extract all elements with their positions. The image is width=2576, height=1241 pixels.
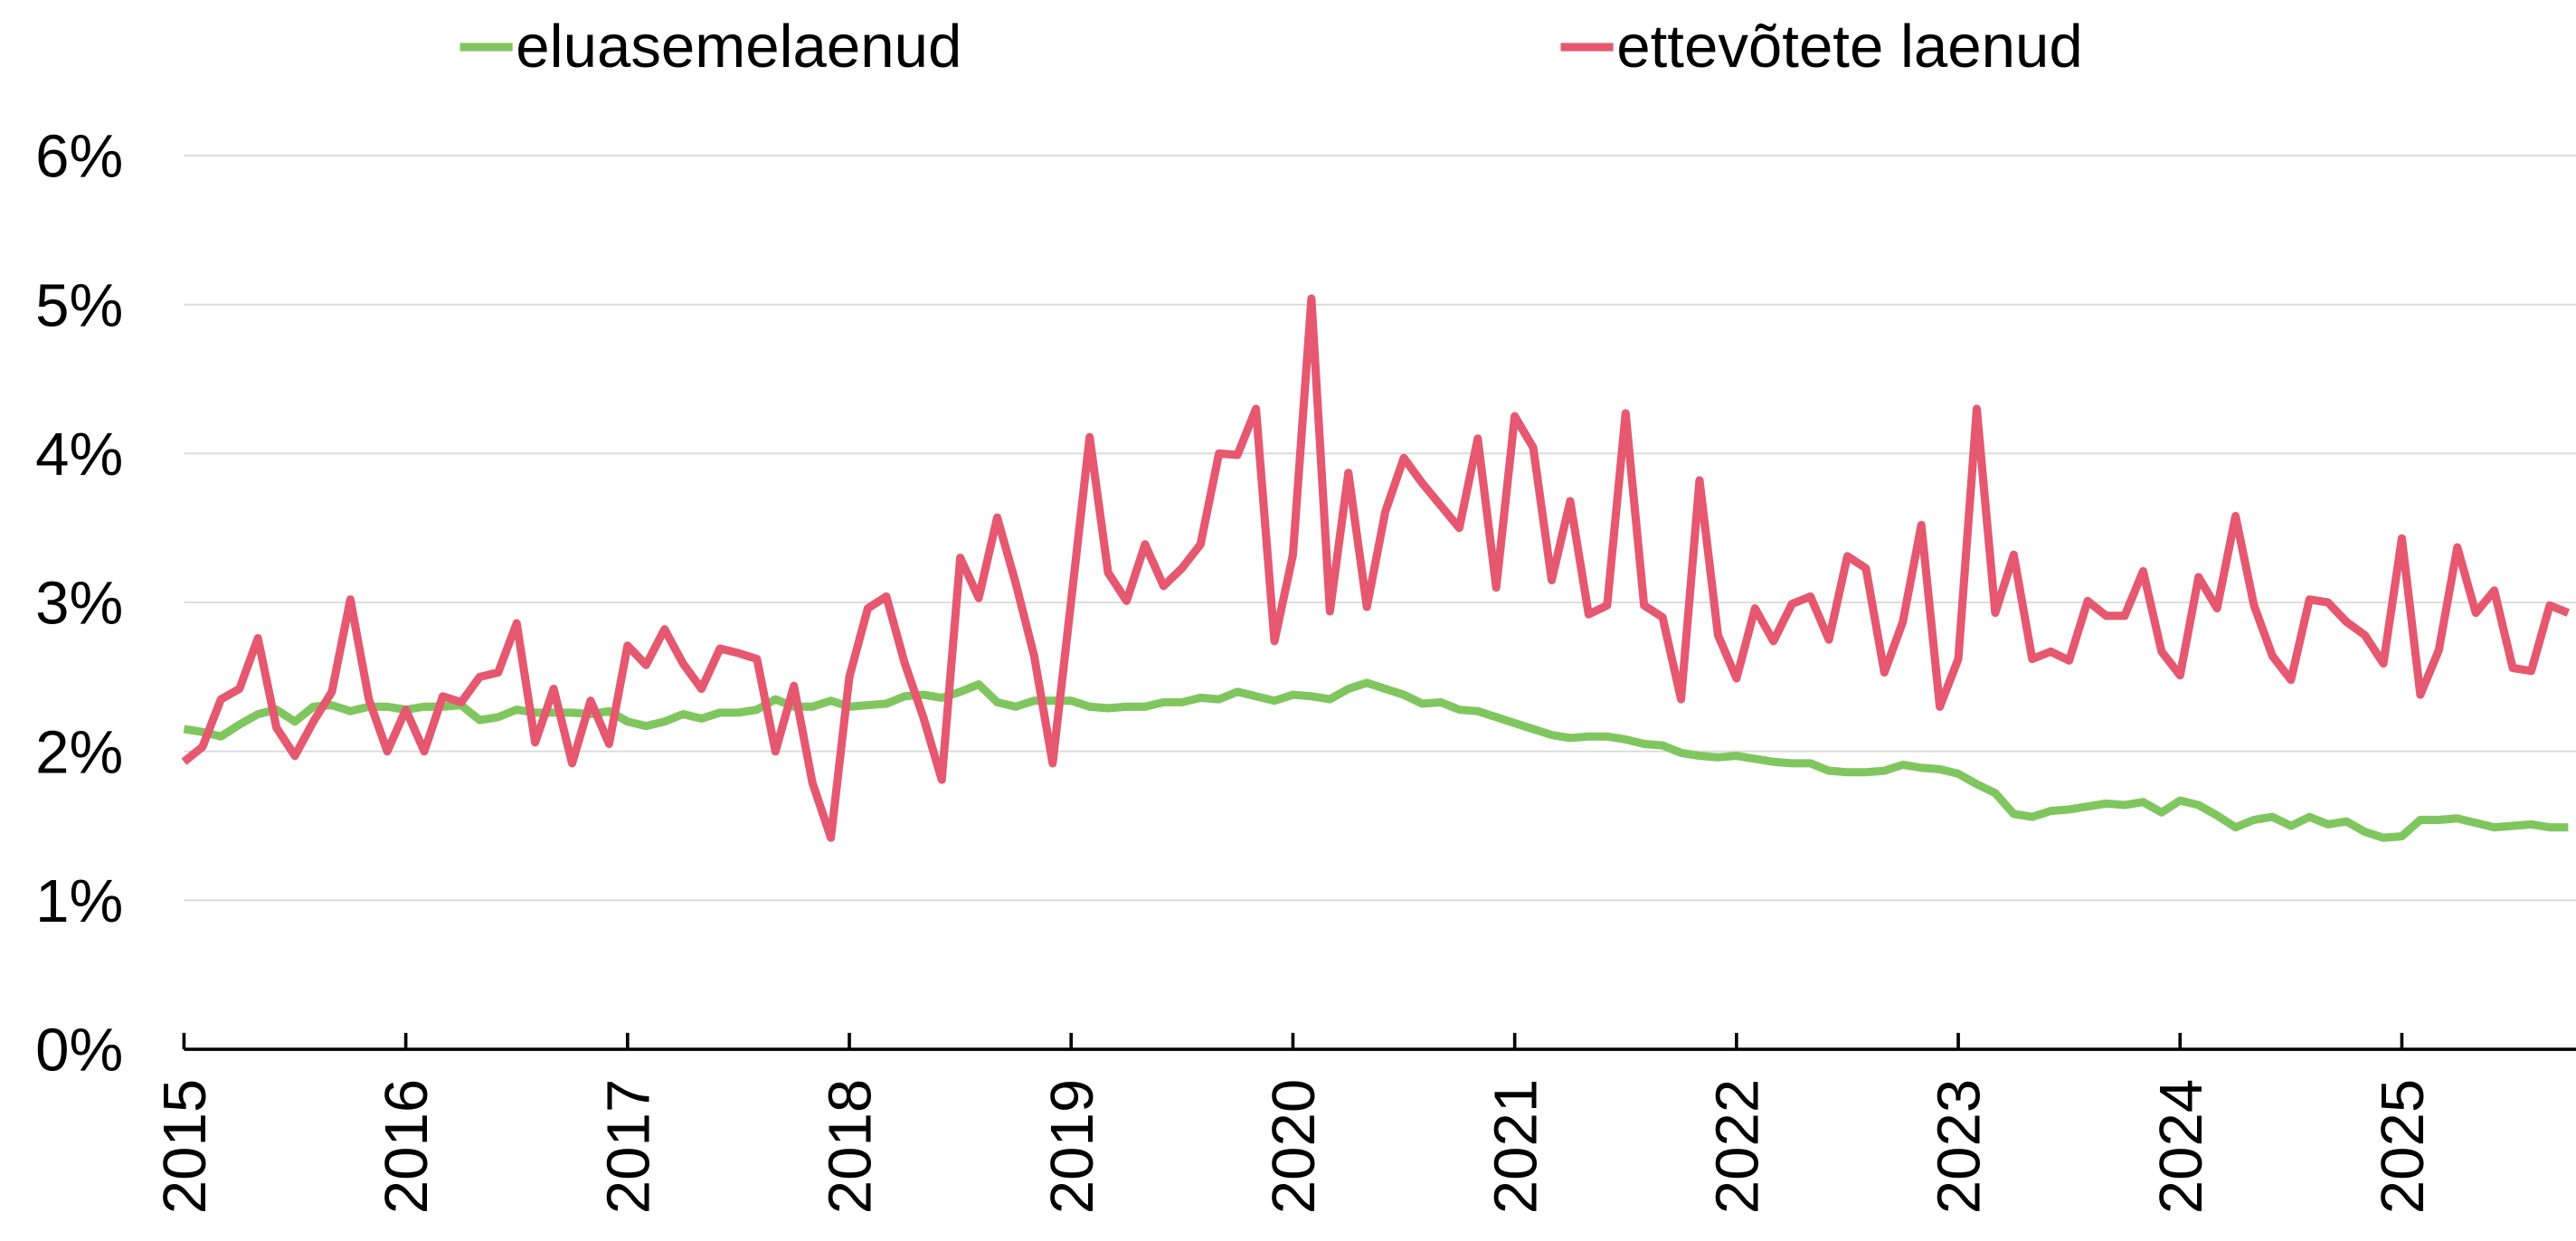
x-tick-label: 2016 <box>373 1079 440 1214</box>
x-tick-label: 2024 <box>2147 1079 2215 1214</box>
x-tick-label: 2025 <box>2369 1079 2437 1214</box>
y-tick-label: 3% <box>35 570 123 638</box>
x-tick-label: 2022 <box>1703 1079 1771 1214</box>
y-tick-label: 4% <box>35 421 123 488</box>
y-tick-label: 1% <box>35 867 123 935</box>
x-tick-label: 2021 <box>1482 1079 1549 1214</box>
line-series <box>181 294 2571 842</box>
line-series <box>183 678 2569 842</box>
legend-label: ettevõtete laenud <box>1616 13 2083 81</box>
x-tick-label: 2015 <box>151 1079 219 1214</box>
legend-label: eluasemelaenud <box>516 13 961 81</box>
x-tick-label: 2019 <box>1038 1079 1106 1214</box>
x-tick-label: 2023 <box>1926 1079 1994 1214</box>
x-tick-label: 2018 <box>817 1079 885 1214</box>
y-tick-label: 6% <box>35 123 123 191</box>
y-tick-label: 2% <box>35 718 123 786</box>
y-tick-label: 0% <box>35 1017 123 1085</box>
x-tick-label: 2020 <box>1260 1079 1328 1214</box>
x-tick-label: 2017 <box>594 1079 662 1214</box>
y-tick-label: 5% <box>35 271 123 339</box>
